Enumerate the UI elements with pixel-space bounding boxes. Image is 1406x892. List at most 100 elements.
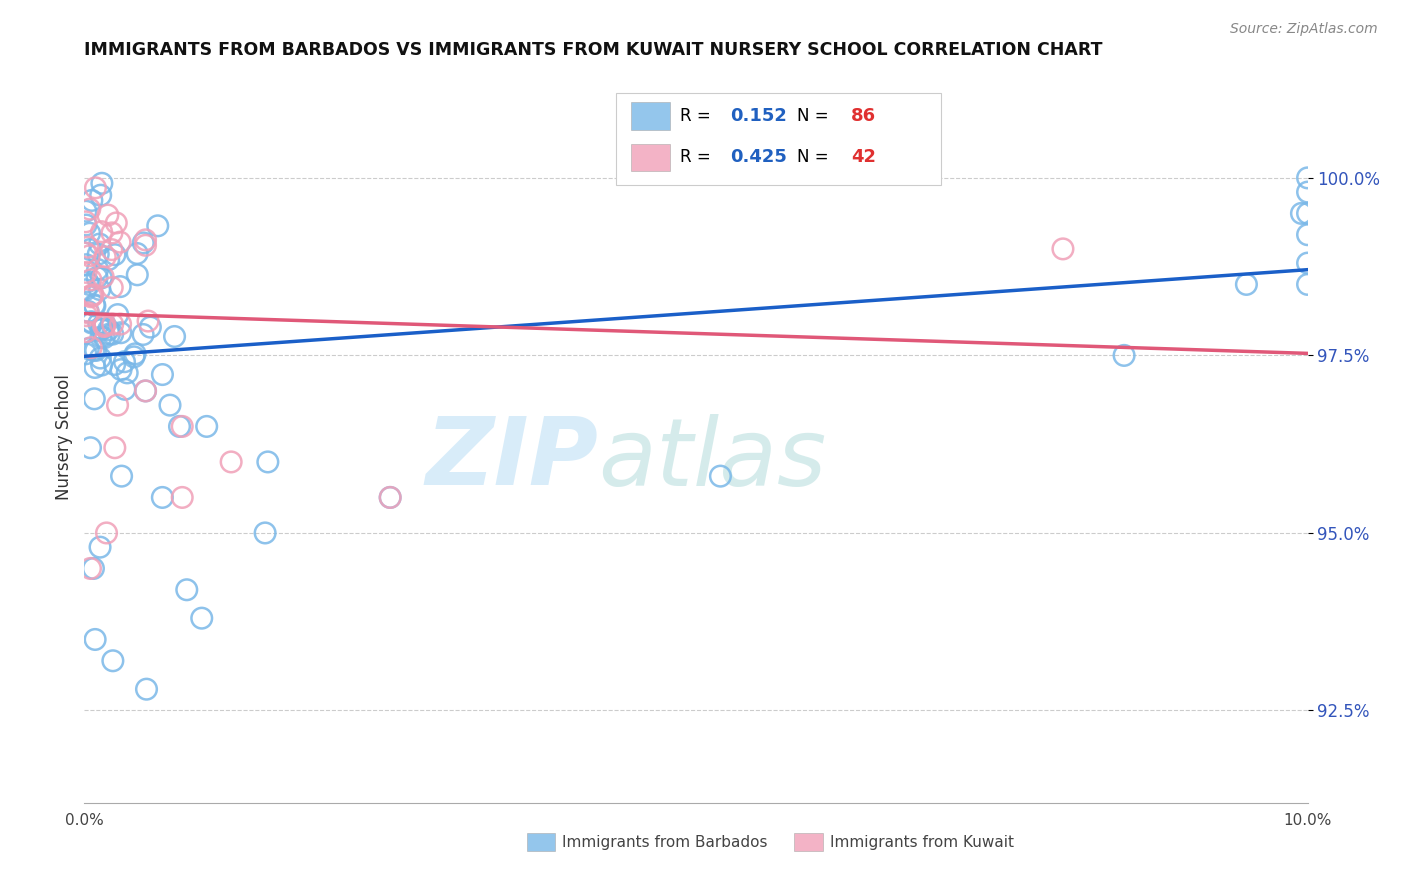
Bar [616,94,941,185]
Point [159,398,181,412]
Point [152,368,174,382]
Text: 0.0%: 0.0% [65,814,104,829]
Point [79,202,101,216]
Point [135,384,157,398]
Text: Immigrants from Kuwait: Immigrants from Kuwait [830,836,1014,850]
Point [77,342,100,356]
Point [93,319,115,334]
Point [80,315,103,329]
Point [90,176,112,190]
Point [172,419,194,434]
Point [89,283,111,297]
Point [1052,242,1074,256]
Point [1296,277,1319,292]
Point [75,218,97,232]
Point [96,525,118,540]
Point [108,279,131,293]
Point [380,491,402,505]
Point [80,290,103,304]
Point [91,269,114,284]
Point [101,226,124,240]
Point [79,561,101,575]
Point [115,366,138,380]
Text: R =: R = [681,148,716,166]
Point [110,317,132,331]
Point [1296,206,1319,220]
Text: 0.152: 0.152 [730,107,787,125]
Point [82,287,104,301]
Point [84,360,107,375]
Point [105,216,128,230]
Text: 0.425: 0.425 [730,148,787,166]
Point [104,248,127,262]
Point [83,298,105,312]
Point [257,455,280,469]
Point [77,306,100,320]
Point [1114,348,1136,362]
Point [146,219,169,233]
Point [1296,227,1319,242]
Point [101,318,124,332]
Point [110,469,132,483]
Point [90,358,112,372]
Text: Source: ZipAtlas.com: Source: ZipAtlas.com [1230,22,1378,37]
Point [1291,206,1313,220]
Text: N =: N = [797,107,834,125]
Point [86,262,108,277]
Text: 42: 42 [851,148,876,166]
Point [77,304,100,318]
Point [172,491,194,505]
Point [76,309,98,323]
Point [90,322,112,336]
Point [90,188,112,202]
Point [79,226,101,240]
Point [1296,170,1319,185]
Point [75,283,97,297]
Point [82,288,104,302]
Point [84,632,107,647]
Point [84,343,107,358]
Point [1236,277,1258,292]
Point [82,561,104,575]
Point [709,469,731,483]
Point [83,392,105,406]
Point [98,327,121,342]
Point [86,270,108,285]
Point [90,225,112,239]
Point [79,243,101,257]
Point [169,419,191,434]
Point [80,273,103,287]
Bar [631,144,671,171]
Point [84,181,107,195]
Text: 86: 86 [851,107,876,125]
Point [91,322,114,336]
Point [110,326,132,340]
Point [101,327,124,342]
Point [150,491,173,505]
Point [135,233,157,247]
Point [94,318,117,332]
Point [124,347,146,361]
Point [79,249,101,263]
Point [87,317,110,331]
Point [101,654,124,668]
Point [101,280,124,294]
Text: Immigrants from Barbados: Immigrants from Barbados [562,836,768,850]
Point [75,258,97,272]
Point [114,355,136,369]
Point [80,341,103,355]
Point [135,682,157,697]
Point [135,238,157,252]
Point [135,384,157,398]
Point [107,398,129,412]
Y-axis label: Nursery School: Nursery School [55,374,73,500]
Point [104,358,127,372]
Point [107,308,129,322]
Point [1296,256,1319,270]
Point [254,525,277,540]
Point [90,271,112,285]
Point [75,246,97,260]
Point [79,441,101,455]
Point [90,330,112,344]
Point [104,441,127,455]
